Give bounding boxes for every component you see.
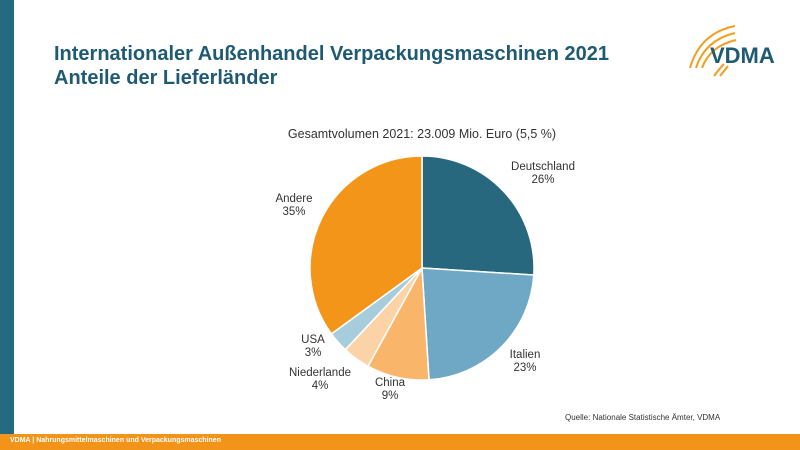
data-label-name: USA <box>301 334 325 346</box>
data-label-value: 26% <box>531 174 554 186</box>
chart-title: Gesamtvolumen 2021: 23.009 Mio. Euro (5,… <box>287 127 557 141</box>
data-label-value: 23% <box>513 362 536 374</box>
data-label-name: Italien <box>510 349 541 361</box>
svg-text:VDMA: VDMA <box>710 43 775 68</box>
pie-slice-deutschland <box>421 155 535 276</box>
footer-text: VDMA | Nahrungsmittelmaschinen und Verpa… <box>10 437 221 444</box>
data-label-value: 3% <box>305 347 322 359</box>
data-label-name: Andere <box>275 193 312 205</box>
data-label-name: Deutschland <box>511 161 575 173</box>
title-line-1: Internationaler Außenhandel Verpackungsm… <box>54 43 609 65</box>
page-title: Internationaler Außenhandel Verpackungsm… <box>54 42 609 90</box>
data-label-value: 4% <box>312 380 329 392</box>
footer-bar: VDMA | Nahrungsmittelmaschinen und Verpa… <box>0 434 800 450</box>
pie-slice-italien <box>421 267 535 381</box>
source-note: Quelle: Nationale Statistische Ämter, VD… <box>565 413 721 422</box>
title-line-2: Anteile der Lieferländer <box>54 67 278 89</box>
data-label-value: 35% <box>282 206 305 218</box>
pie-slice-andere <box>309 155 423 335</box>
data-label-value: 9% <box>382 390 399 402</box>
data-label-name: China <box>375 377 406 389</box>
vdma-logo: VDMA <box>689 25 775 77</box>
data-label-name: Niederlande <box>289 367 351 379</box>
left-accent-bar <box>0 0 14 434</box>
